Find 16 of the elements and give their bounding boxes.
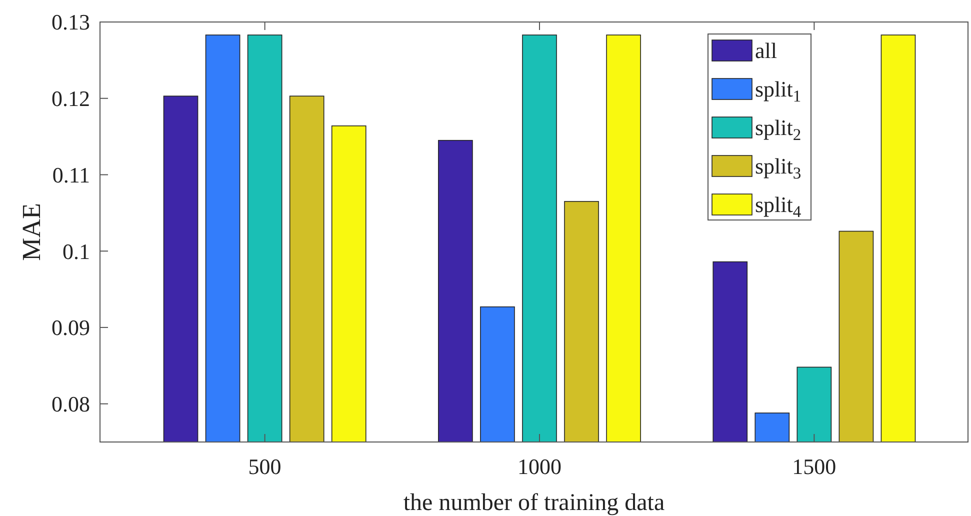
legend-label: split$_{4}$ — [755, 192, 802, 222]
legend-label: all — [755, 38, 777, 63]
y-axis-title: MAE — [17, 203, 46, 261]
x-tick-label: 1500 — [792, 454, 836, 479]
y-tick-label: 0.09 — [52, 315, 90, 340]
x-axis-title: the number of training data — [403, 490, 665, 516]
legend-label: split$_{3}$ — [755, 154, 802, 183]
y-tick-label: 0.11 — [52, 162, 90, 188]
x-tick-label: 1000 — [517, 454, 562, 479]
legend-label: split$_{1}$ — [755, 76, 802, 106]
y-tick-label: 0.08 — [52, 392, 90, 417]
x-tick-label: 500 — [248, 454, 282, 479]
y-tick-label: 0.1 — [62, 238, 90, 264]
y-tick-label: 0.12 — [52, 86, 90, 112]
legend-label: split$_{2}$ — [755, 115, 802, 144]
y-tick-label: 0.13 — [52, 10, 90, 35]
